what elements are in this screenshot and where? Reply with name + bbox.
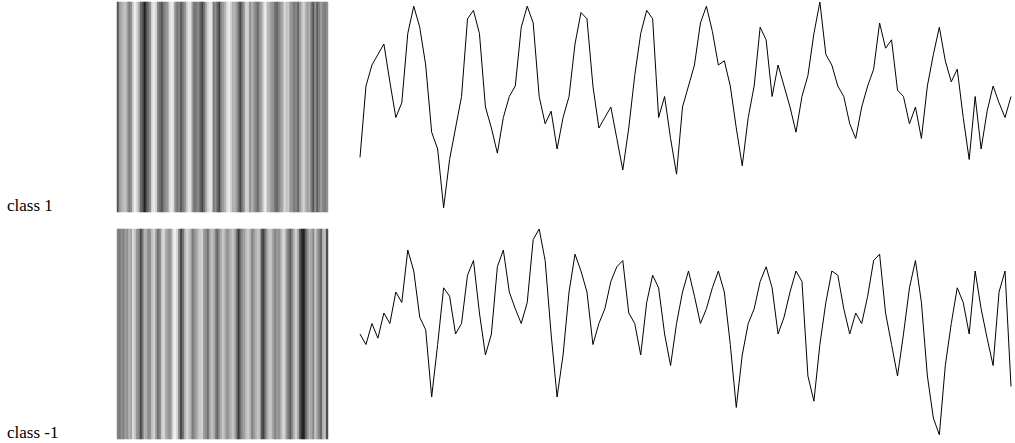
svg-text:class -1: class -1 bbox=[7, 423, 58, 442]
svg-text:class 1: class 1 bbox=[7, 196, 53, 215]
